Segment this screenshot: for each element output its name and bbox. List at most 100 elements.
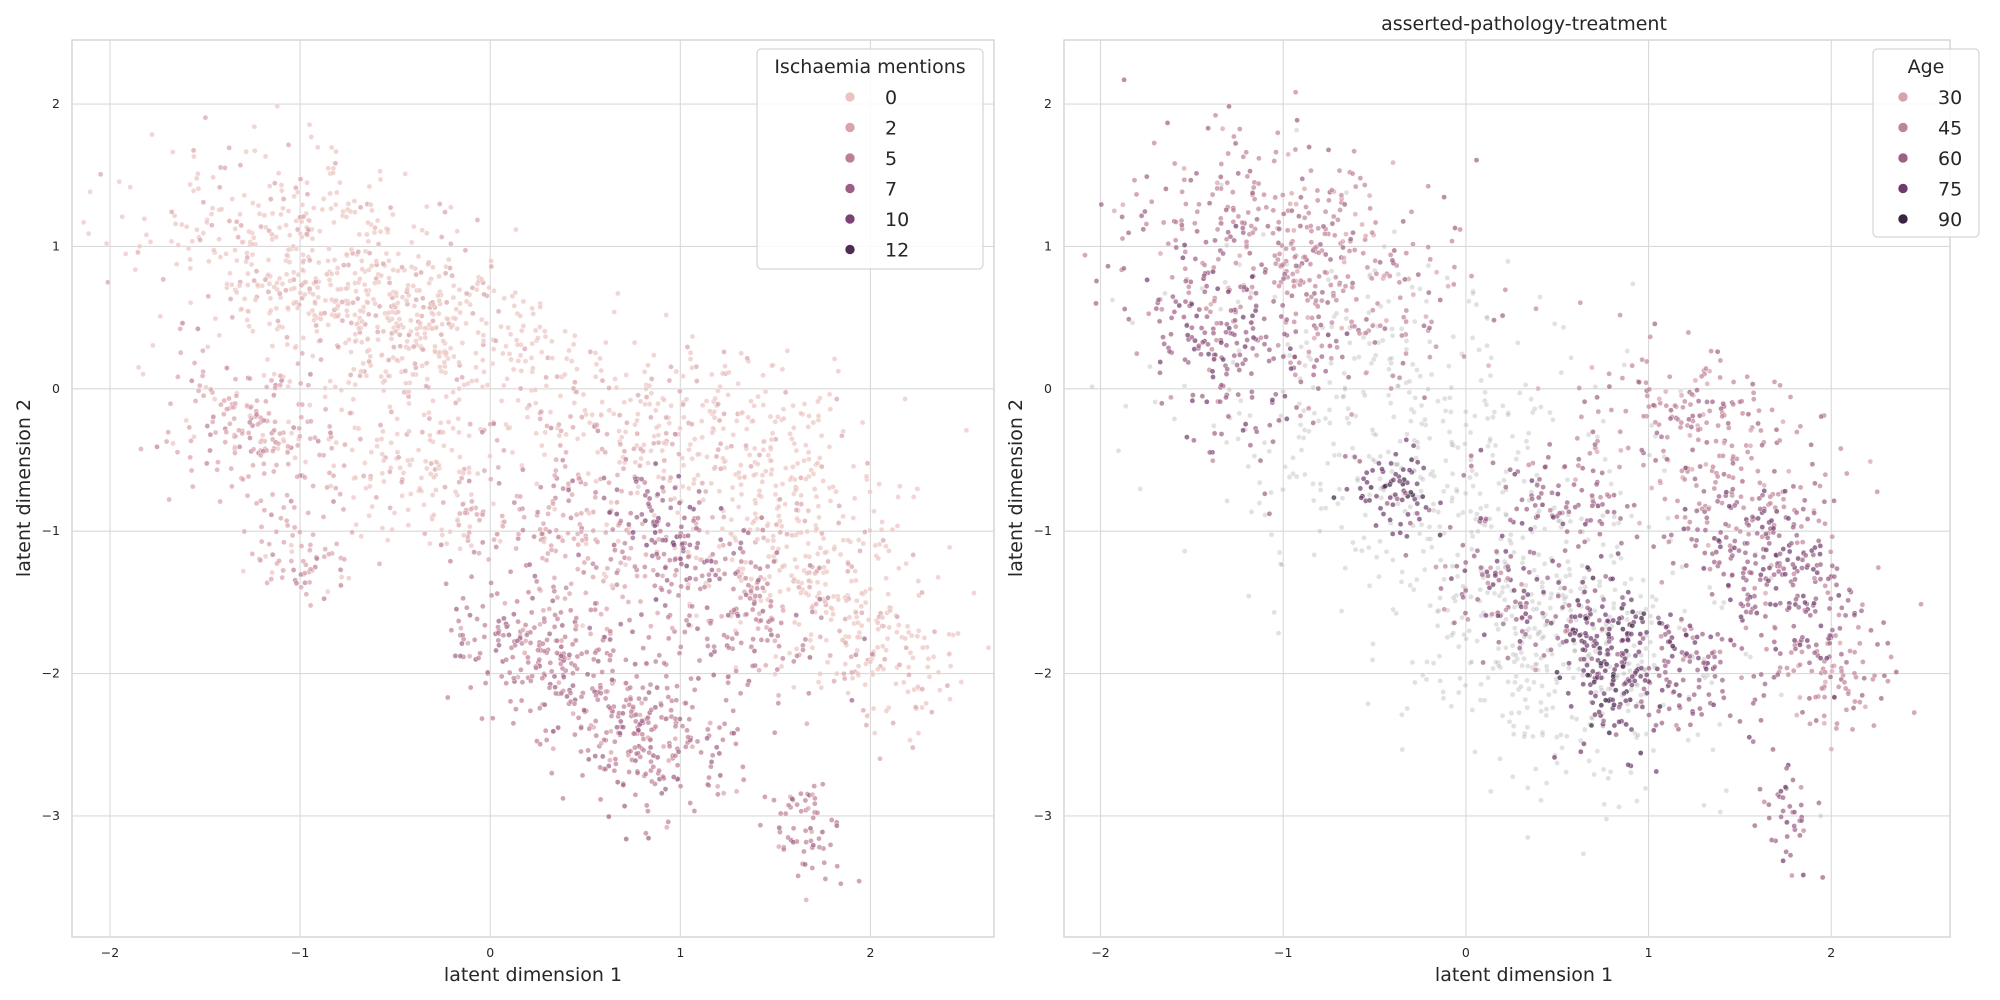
data-point [802,636,809,643]
data-point [1302,471,1308,478]
data-point [1186,289,1192,296]
data-point [687,575,693,582]
data-point [1821,720,1828,727]
data-point [1592,441,1598,448]
data-point [1224,366,1230,372]
data-point [1298,277,1304,284]
data-point [570,341,577,348]
data-point [1467,508,1474,515]
data-point [1309,315,1315,321]
data-point [515,531,522,538]
data-point [1710,747,1716,753]
data-point [598,367,605,374]
data-point [1600,541,1606,548]
data-point [1302,254,1308,260]
data-point [481,467,488,474]
data-point [1672,402,1678,409]
data-point [1621,670,1627,677]
data-point [748,588,754,594]
data-point [520,527,526,533]
data-point [80,219,87,226]
data-point [805,449,812,456]
data-point [1758,572,1764,578]
data-point [1566,665,1572,671]
data-point [1351,247,1358,253]
data-point [1159,306,1165,313]
data-point [654,491,661,498]
data-point [903,560,909,567]
data-point [261,372,267,379]
data-point [717,536,724,543]
data-point [655,474,662,480]
data-point [915,578,922,584]
data-point [233,257,240,264]
data-point [1506,718,1513,725]
data-point [1601,801,1607,808]
data-point [729,484,736,491]
data-point [1611,509,1617,516]
data-point [1423,676,1430,683]
data-point [1313,357,1320,364]
data-point [676,650,683,657]
data-point [1189,324,1195,331]
data-point [275,318,281,324]
data-point [1275,129,1281,136]
data-point [906,672,912,678]
data-point [639,718,645,724]
data-point [551,588,558,595]
data-point [617,730,623,737]
data-point [1245,463,1252,470]
data-point [1441,576,1447,583]
data-point [802,797,809,804]
data-point [540,520,547,527]
data-point [206,258,212,265]
data-point [1183,278,1189,284]
data-point [1249,312,1256,319]
data-point [830,611,836,618]
data-point [837,551,844,558]
data-point [741,474,748,481]
data-point [514,341,521,348]
data-point [560,485,566,492]
data-point [651,440,657,447]
data-point [503,624,510,630]
data-point [1468,594,1474,600]
data-point [630,535,636,541]
data-point [455,618,462,624]
data-point [1399,569,1405,575]
data-point [718,465,724,472]
data-point [175,373,181,380]
data-point [646,749,652,756]
data-point [1836,592,1842,599]
data-point [478,316,485,323]
data-point [1276,549,1283,556]
data-point [570,385,577,392]
data-point [758,597,764,604]
data-point [772,653,779,660]
data-point [324,484,330,491]
data-point [848,669,855,676]
data-point [647,681,654,688]
data-point [355,425,362,432]
data-point [883,647,889,654]
data-point [785,586,792,593]
data-point [1306,349,1312,355]
data-point [431,474,437,481]
data-point [641,368,648,375]
data-point [503,421,509,428]
data-point [912,704,919,710]
data-point [326,469,333,476]
data-point [1391,247,1398,254]
data-point [569,477,576,484]
data-point [1215,256,1222,263]
data-point [376,303,383,310]
data-point [1160,219,1167,226]
data-point [1790,561,1796,568]
data-point [816,835,822,842]
data-point [267,196,274,202]
data-point [806,690,812,697]
data-point [946,651,953,658]
data-point [1377,475,1383,482]
data-point [1346,248,1353,254]
data-point [284,252,290,258]
